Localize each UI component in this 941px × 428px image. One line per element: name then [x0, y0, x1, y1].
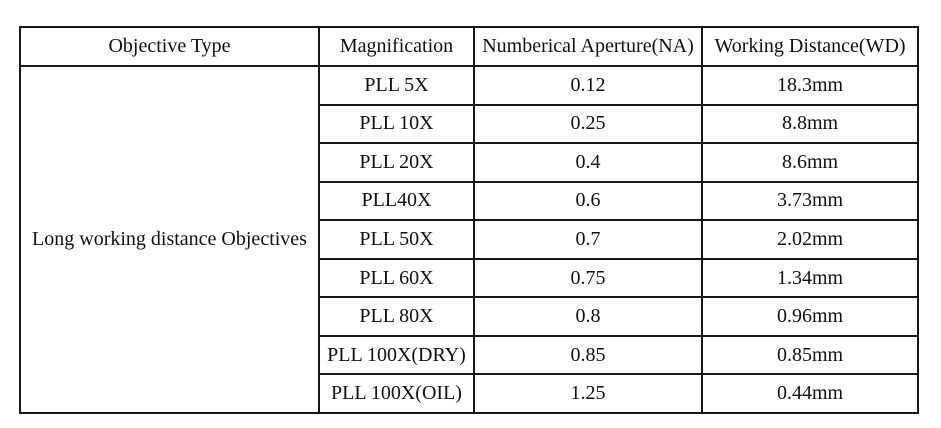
- header-working-distance: Working Distance(WD): [701, 26, 919, 67]
- magnification-cell: PLL40X: [318, 180, 475, 222]
- na-cell: 1.25: [473, 373, 703, 414]
- wd-cell: 8.8mm: [701, 103, 919, 145]
- wd-cell: 0.96mm: [701, 296, 919, 337]
- header-magnification: Magnification: [318, 26, 475, 67]
- table-row: PLL 10X 0.25 8.8mm: [20, 103, 919, 145]
- table-row: PLL40X 0.6 3.73mm: [20, 180, 919, 222]
- table-row: Long working distance Objectives PLL 5X …: [19, 65, 919, 414]
- na-cell: 0.6: [473, 180, 703, 222]
- wd-cell: 0.85mm: [701, 334, 919, 376]
- table-row: PLL 20X 0.4 8.6mm: [20, 142, 919, 183]
- wd-cell: 1.34mm: [701, 257, 919, 299]
- table-row: PLL 60X 0.75 1.34mm: [20, 257, 919, 299]
- magnification-cell: PLL 50X: [318, 219, 475, 260]
- na-cell: 0.8: [473, 296, 703, 337]
- header-numerical-aperture: Numberical Aperture(NA): [473, 26, 703, 67]
- na-cell: 0.12: [473, 65, 703, 106]
- header-row: Objective Type Magnification Numberical …: [19, 26, 919, 67]
- wd-cell: 0.44mm: [701, 373, 919, 414]
- magnification-cell: PLL 100X(DRY): [318, 334, 475, 376]
- na-cell: 0.85: [473, 334, 703, 376]
- magnification-cell: PLL 60X: [318, 257, 475, 299]
- magnification-cell: PLL 20X: [318, 142, 475, 183]
- table-row: PLL 100X(DRY) 0.85 0.85mm: [20, 334, 919, 376]
- magnification-cell: PLL 80X: [318, 296, 475, 337]
- table-row: PLL 50X 0.7 2.02mm: [20, 219, 919, 260]
- wd-cell: 8.6mm: [701, 142, 919, 183]
- magnification-cell: PLL 10X: [318, 103, 475, 145]
- wd-cell: 3.73mm: [701, 180, 919, 222]
- na-cell: 0.25: [473, 103, 703, 145]
- objective-type-group-cell: Long working distance Objectives: [19, 65, 320, 414]
- header-objective-type: Objective Type: [19, 26, 320, 67]
- na-cell: 0.75: [473, 257, 703, 299]
- na-cell: 0.7: [473, 219, 703, 260]
- na-cell: 0.4: [473, 142, 703, 183]
- wd-cell: 18.3mm: [701, 65, 919, 106]
- objectives-spec-table: Objective Type Magnification Numberical …: [19, 26, 919, 414]
- wd-cell: 2.02mm: [701, 219, 919, 260]
- magnification-cell: PLL 100X(OIL): [318, 373, 475, 414]
- magnification-cell: PLL 5X: [318, 65, 475, 106]
- table-row: PLL 100X(OIL) 1.25 0.44mm: [20, 373, 919, 414]
- table-row: PLL 80X 0.8 0.96mm: [20, 296, 919, 337]
